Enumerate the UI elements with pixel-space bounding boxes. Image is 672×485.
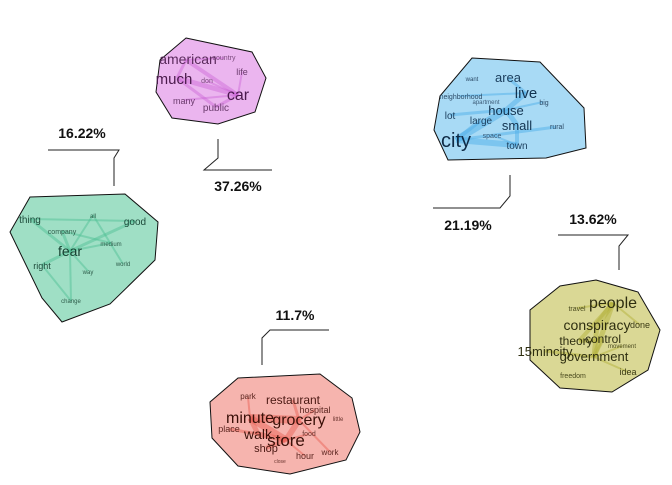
word-fear: fear xyxy=(58,243,82,259)
word-much: much xyxy=(156,71,193,88)
cluster-fear-edges xyxy=(29,214,136,302)
leader-conspiracy xyxy=(558,234,630,270)
word-idea: idea xyxy=(619,367,636,377)
word-travel: travel xyxy=(568,306,586,313)
word-public: public xyxy=(203,103,229,114)
cluster-city: area want neighborhood live apartment bi… xyxy=(433,57,587,161)
percent-fear: 16.22% xyxy=(58,125,106,141)
word-many: many xyxy=(173,96,196,106)
cluster-fear: thing all good company medium fear right… xyxy=(9,193,159,323)
cluster-car: american country life much don car many … xyxy=(155,37,267,125)
word-conspiracy: conspiracy xyxy=(564,317,631,333)
word-theory: theory xyxy=(559,334,592,348)
word-park: park xyxy=(240,392,257,401)
word-apartment: apartment xyxy=(472,100,499,106)
word-neighborhood: neighborhood xyxy=(440,94,483,101)
word-company: company xyxy=(48,229,77,236)
leader-fear xyxy=(48,149,120,186)
leader-car xyxy=(202,139,272,171)
word-government: government xyxy=(560,349,629,364)
word-15mincity: 15mincity xyxy=(518,344,573,359)
cluster-car-edges xyxy=(175,57,243,109)
cluster-grocery-edges xyxy=(228,396,331,457)
percent-conspiracy: 13.62% xyxy=(569,211,617,227)
word-space: space xyxy=(483,133,502,140)
word-change: change xyxy=(61,299,81,305)
word-american: american xyxy=(159,51,217,67)
word-close: close xyxy=(274,459,286,465)
word-small: small xyxy=(502,118,532,133)
word-work: work xyxy=(321,448,340,457)
word-hour: hour xyxy=(296,451,314,461)
word-world: world xyxy=(115,262,130,268)
word-hospital: hospital xyxy=(299,405,330,415)
word-minute: minute xyxy=(226,410,274,427)
cluster-fear-hull xyxy=(9,193,159,323)
word-area: area xyxy=(495,70,522,85)
word-big: big xyxy=(539,100,548,107)
word-life: life xyxy=(236,67,248,77)
word-want: want xyxy=(465,77,479,83)
word-rural: rural xyxy=(550,124,564,131)
word-restaurant: restaurant xyxy=(266,393,321,407)
word-right: right xyxy=(33,261,51,271)
word-grocery: grocery xyxy=(272,412,325,429)
word-lot: lot xyxy=(445,111,456,122)
word-place: place xyxy=(218,424,240,434)
word-freedom: freedom xyxy=(560,373,586,380)
percent-city: 21.19% xyxy=(444,217,492,233)
word-control: control xyxy=(585,332,621,346)
word-don: don xyxy=(201,78,213,85)
percent-grocery: 11.7% xyxy=(276,307,315,323)
cluster-conspiracy-edges xyxy=(544,301,641,373)
word-movement: movement xyxy=(608,344,636,350)
word-house: house xyxy=(488,103,523,118)
word-done: done xyxy=(630,320,650,330)
cluster-grocery: park restaurant hospital minute grocery … xyxy=(209,373,361,475)
word-little: little xyxy=(333,417,344,423)
word-shop: shop xyxy=(254,443,278,455)
word-all: all xyxy=(90,214,96,220)
word-food: food xyxy=(302,431,316,438)
cluster-conspiracy: travel people conspiracy done theory con… xyxy=(518,279,661,393)
word-good: good xyxy=(124,217,146,228)
word-store: store xyxy=(267,431,305,450)
cluster-city-edges xyxy=(449,76,557,148)
leader-grocery xyxy=(261,329,329,365)
word-car: car xyxy=(227,87,250,104)
word-town: town xyxy=(506,141,527,152)
word-city: city xyxy=(441,130,471,152)
word-live: live xyxy=(515,85,538,102)
percent-car: 37.26% xyxy=(214,178,262,194)
word-walk: walk xyxy=(243,426,273,442)
word-people: people xyxy=(589,295,637,312)
cluster-car-hull xyxy=(155,37,267,125)
word-thing: thing xyxy=(19,215,41,226)
word-way: way xyxy=(82,270,94,276)
word-country: country xyxy=(213,55,236,62)
leader-city xyxy=(433,175,511,209)
word-medium: medium xyxy=(100,242,121,248)
cluster-grocery-hull xyxy=(209,373,361,475)
word-large: large xyxy=(470,116,493,127)
